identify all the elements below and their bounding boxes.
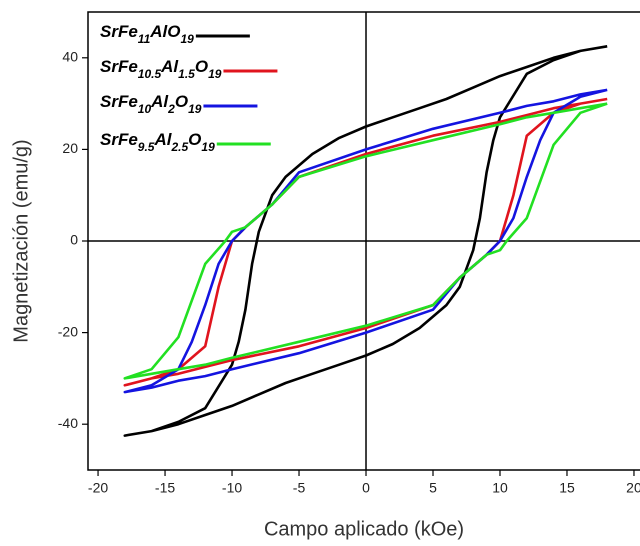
x-tick-label: 10: [492, 480, 508, 496]
x-tick-label: 15: [559, 480, 575, 496]
y-tick-label: 40: [62, 49, 78, 65]
y-tick-label: 0: [70, 232, 78, 248]
y-tick-label: 20: [62, 140, 78, 156]
y-tick-label: -40: [58, 415, 78, 431]
x-tick-label: 5: [429, 480, 437, 496]
legend-label: SrFe10.5Al1.5O19: [100, 57, 222, 81]
x-tick-label: -20: [88, 480, 108, 496]
x-tick-label: -15: [155, 480, 175, 496]
y-axis-title: Magnetización (emu/g): [10, 139, 32, 342]
legend-label: SrFe11AlO19: [100, 22, 194, 46]
x-tick-label: 0: [362, 480, 370, 496]
x-tick-label: -5: [293, 480, 306, 496]
legend-label: SrFe10Al2O19: [100, 92, 202, 116]
loop-line: [123, 88, 608, 394]
loop-line: [123, 102, 608, 380]
y-tick-label: -20: [58, 323, 78, 339]
x-tick-label: 20: [626, 480, 640, 496]
loop-line: [123, 45, 608, 437]
x-tick-label: -10: [222, 480, 242, 496]
x-axis-title: Campo aplicado (kOe): [264, 518, 464, 540]
legend-label: SrFe9.5Al2.5O19: [100, 130, 215, 154]
